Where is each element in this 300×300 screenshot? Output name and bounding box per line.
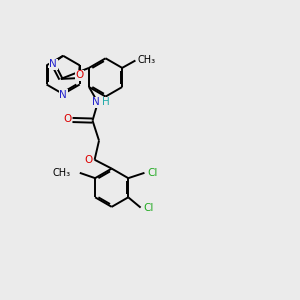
Text: Cl: Cl bbox=[148, 168, 158, 178]
Text: N: N bbox=[92, 97, 100, 107]
Text: H: H bbox=[102, 97, 110, 107]
Text: O: O bbox=[84, 155, 92, 165]
Text: CH₃: CH₃ bbox=[137, 55, 156, 65]
Text: CH₃: CH₃ bbox=[52, 168, 70, 178]
Text: N: N bbox=[50, 59, 57, 69]
Text: O: O bbox=[64, 114, 72, 124]
Text: Cl: Cl bbox=[144, 202, 154, 213]
Text: N: N bbox=[59, 90, 67, 100]
Text: O: O bbox=[76, 70, 84, 80]
